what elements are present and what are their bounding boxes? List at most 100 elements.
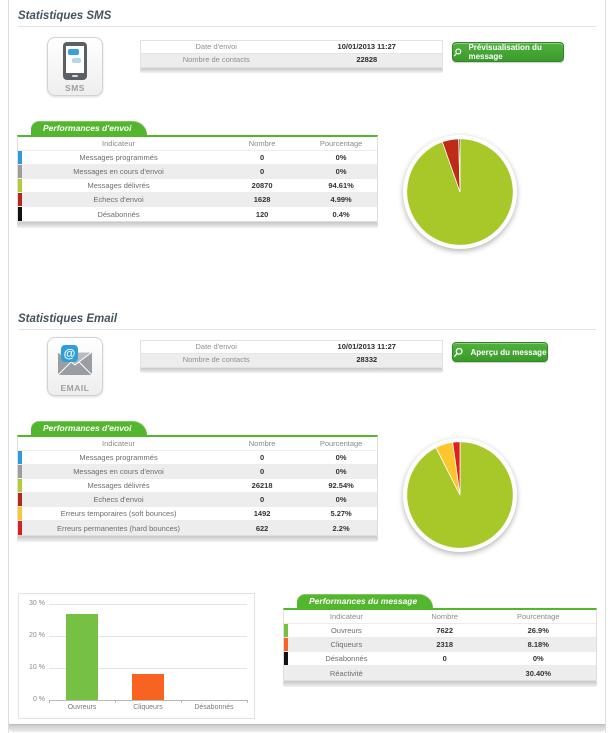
magnifier-icon (453, 47, 462, 56)
row-label: Messages programmés (79, 153, 158, 162)
sms-delivery-pie (403, 135, 517, 249)
sms-date-row: Date d'envoi 10/01/2013 11:27 (141, 41, 442, 54)
table-row: Echecs d'envoi 0 0% (18, 493, 377, 507)
preview-sms-button-label: Prévisualisation du message (468, 43, 542, 61)
email-envelope-icon: @ (55, 338, 95, 383)
row-pourcentage: 0% (335, 167, 347, 176)
email-info-table: Date d'envoi 10/01/2013 11:27 Nombre de … (140, 340, 443, 368)
row-pourcentage: 4.99% (330, 195, 352, 204)
pie-slice (458, 138, 461, 193)
gridline (49, 604, 247, 605)
row-label: Ouvreurs (330, 626, 362, 635)
row-color-strip (18, 451, 22, 464)
row-nombre: 26218 (251, 481, 273, 490)
row-pourcentage: 5.27% (330, 509, 352, 518)
pie-svg (406, 138, 514, 246)
email-performance-table: Indicateur Nombre Pourcentage Messages p… (17, 435, 378, 536)
row-label: Echecs d'envoi (93, 195, 144, 204)
preview-sms-message-button[interactable]: Prévisualisation du message (452, 42, 564, 62)
table-row: Messages en cours d'envoi 0 0% (18, 465, 377, 479)
row-pourcentage: 0% (335, 453, 347, 462)
row-color-strip (284, 638, 288, 651)
header-indicateur: Indicateur (102, 439, 135, 448)
x-axis-tick (247, 700, 248, 703)
sms-contacts-row: Nombre de contacts 22828 (141, 54, 442, 67)
x-axis-category-label: Ouvreurs (67, 704, 97, 711)
row-nombre: 0 (260, 495, 265, 504)
row-label: Messages en cours d'envoi (73, 167, 164, 176)
row-label: Messages en cours d'envoi (73, 467, 164, 476)
preview-email-button-label: Aperçu du message (470, 347, 547, 357)
header-nombre: Nombre (248, 439, 276, 448)
row-label: Messages délivrés (87, 481, 150, 490)
row-color-strip (18, 207, 22, 221)
table-row: Messages programmés 0 0% (18, 151, 377, 165)
row-nombre: 7622 (436, 626, 454, 635)
row-nombre: 2318 (436, 640, 454, 649)
sms-phone-icon (62, 38, 88, 83)
email-performance-header-row: Indicateur Nombre Pourcentage (18, 437, 377, 451)
table-row: Désabonnés 0 0% (284, 652, 596, 666)
sms-date-value: 10/01/2013 11:27 (337, 42, 396, 51)
row-pourcentage: 0% (335, 467, 347, 476)
row-nombre: 1492 (253, 509, 271, 518)
header-indicateur: Indicateur (102, 139, 135, 148)
preview-email-message-button[interactable]: Aperçu du message (452, 342, 548, 362)
row-color-strip (18, 479, 22, 492)
y-axis-tick-label: 30 % (29, 600, 45, 607)
x-axis-tick (49, 700, 50, 703)
right-page-border (605, 0, 606, 733)
email-contacts-row: Nombre de contacts 28332 (141, 354, 442, 367)
x-axis-category-label: Cliqueurs (133, 704, 163, 711)
email-contacts-label: Nombre de contacts (182, 355, 250, 364)
sms-contacts-label: Nombre de contacts (182, 55, 250, 64)
magnifier-icon (454, 347, 464, 357)
x-axis-category-label: Désabonnés (194, 704, 234, 711)
row-label: Erreurs temporaires (soft bounces) (60, 509, 177, 518)
row-color-strip (18, 465, 22, 478)
row-pourcentage: 0% (335, 495, 347, 504)
row-color-strip (18, 521, 22, 535)
table-row: Messages programmés 0 0% (18, 451, 377, 465)
email-performance-tab: Performances d'envoi (31, 421, 148, 435)
row-pourcentage: 0% (532, 654, 544, 663)
left-page-border (8, 0, 9, 733)
sms-icon-card: SMS (47, 37, 103, 96)
email-title-rule (18, 329, 596, 330)
row-pourcentage: 26.9% (527, 626, 549, 635)
message-performance-header-row: Indicateur Nombre Pourcentage (284, 610, 596, 624)
table-row: Cliqueurs 2318 8.18% (284, 638, 596, 652)
email-section-title: Statistiques Email (18, 313, 118, 325)
sms-performance-header-row: Indicateur Nombre Pourcentage (18, 137, 377, 151)
email-date-value: 10/01/2013 11:27 (337, 342, 396, 351)
x-axis-tick (115, 700, 116, 703)
row-nombre: 0 (260, 467, 265, 476)
row-color-strip (18, 507, 22, 520)
sms-info-shadow (140, 68, 443, 73)
row-pourcentage: 94.61% (328, 181, 354, 190)
row-color-strip (284, 624, 288, 637)
bar-cliqueurs (132, 673, 164, 700)
y-axis-tick-label: 10 % (29, 664, 45, 671)
row-nombre: 0 (260, 167, 265, 176)
row-nombre: 20870 (251, 181, 273, 190)
row-color-strip (18, 179, 22, 192)
email-delivery-pie (403, 438, 517, 552)
row-nombre: 0 (260, 153, 265, 162)
sms-contacts-value: 22828 (356, 55, 378, 64)
row-label: Désabonnés (97, 209, 140, 219)
message-performance-tab: Performances du message (297, 594, 434, 608)
bar-ouvreurs (66, 613, 98, 700)
sms-table-shadow (17, 222, 378, 228)
page-footer-bar (9, 724, 605, 732)
row-pourcentage: 0% (335, 153, 347, 162)
y-axis-tick-label: 20 % (29, 632, 45, 639)
gridline (49, 700, 247, 701)
email-date-row: Date d'envoi 10/01/2013 11:27 (141, 341, 442, 354)
table-row: Messages délivrés 20870 94.61% (18, 179, 377, 193)
sms-icon-caption: SMS (65, 83, 85, 93)
email-date-label: Date d'envoi (195, 342, 237, 351)
row-nombre: 0 (442, 654, 447, 663)
x-axis-tick (181, 700, 182, 703)
